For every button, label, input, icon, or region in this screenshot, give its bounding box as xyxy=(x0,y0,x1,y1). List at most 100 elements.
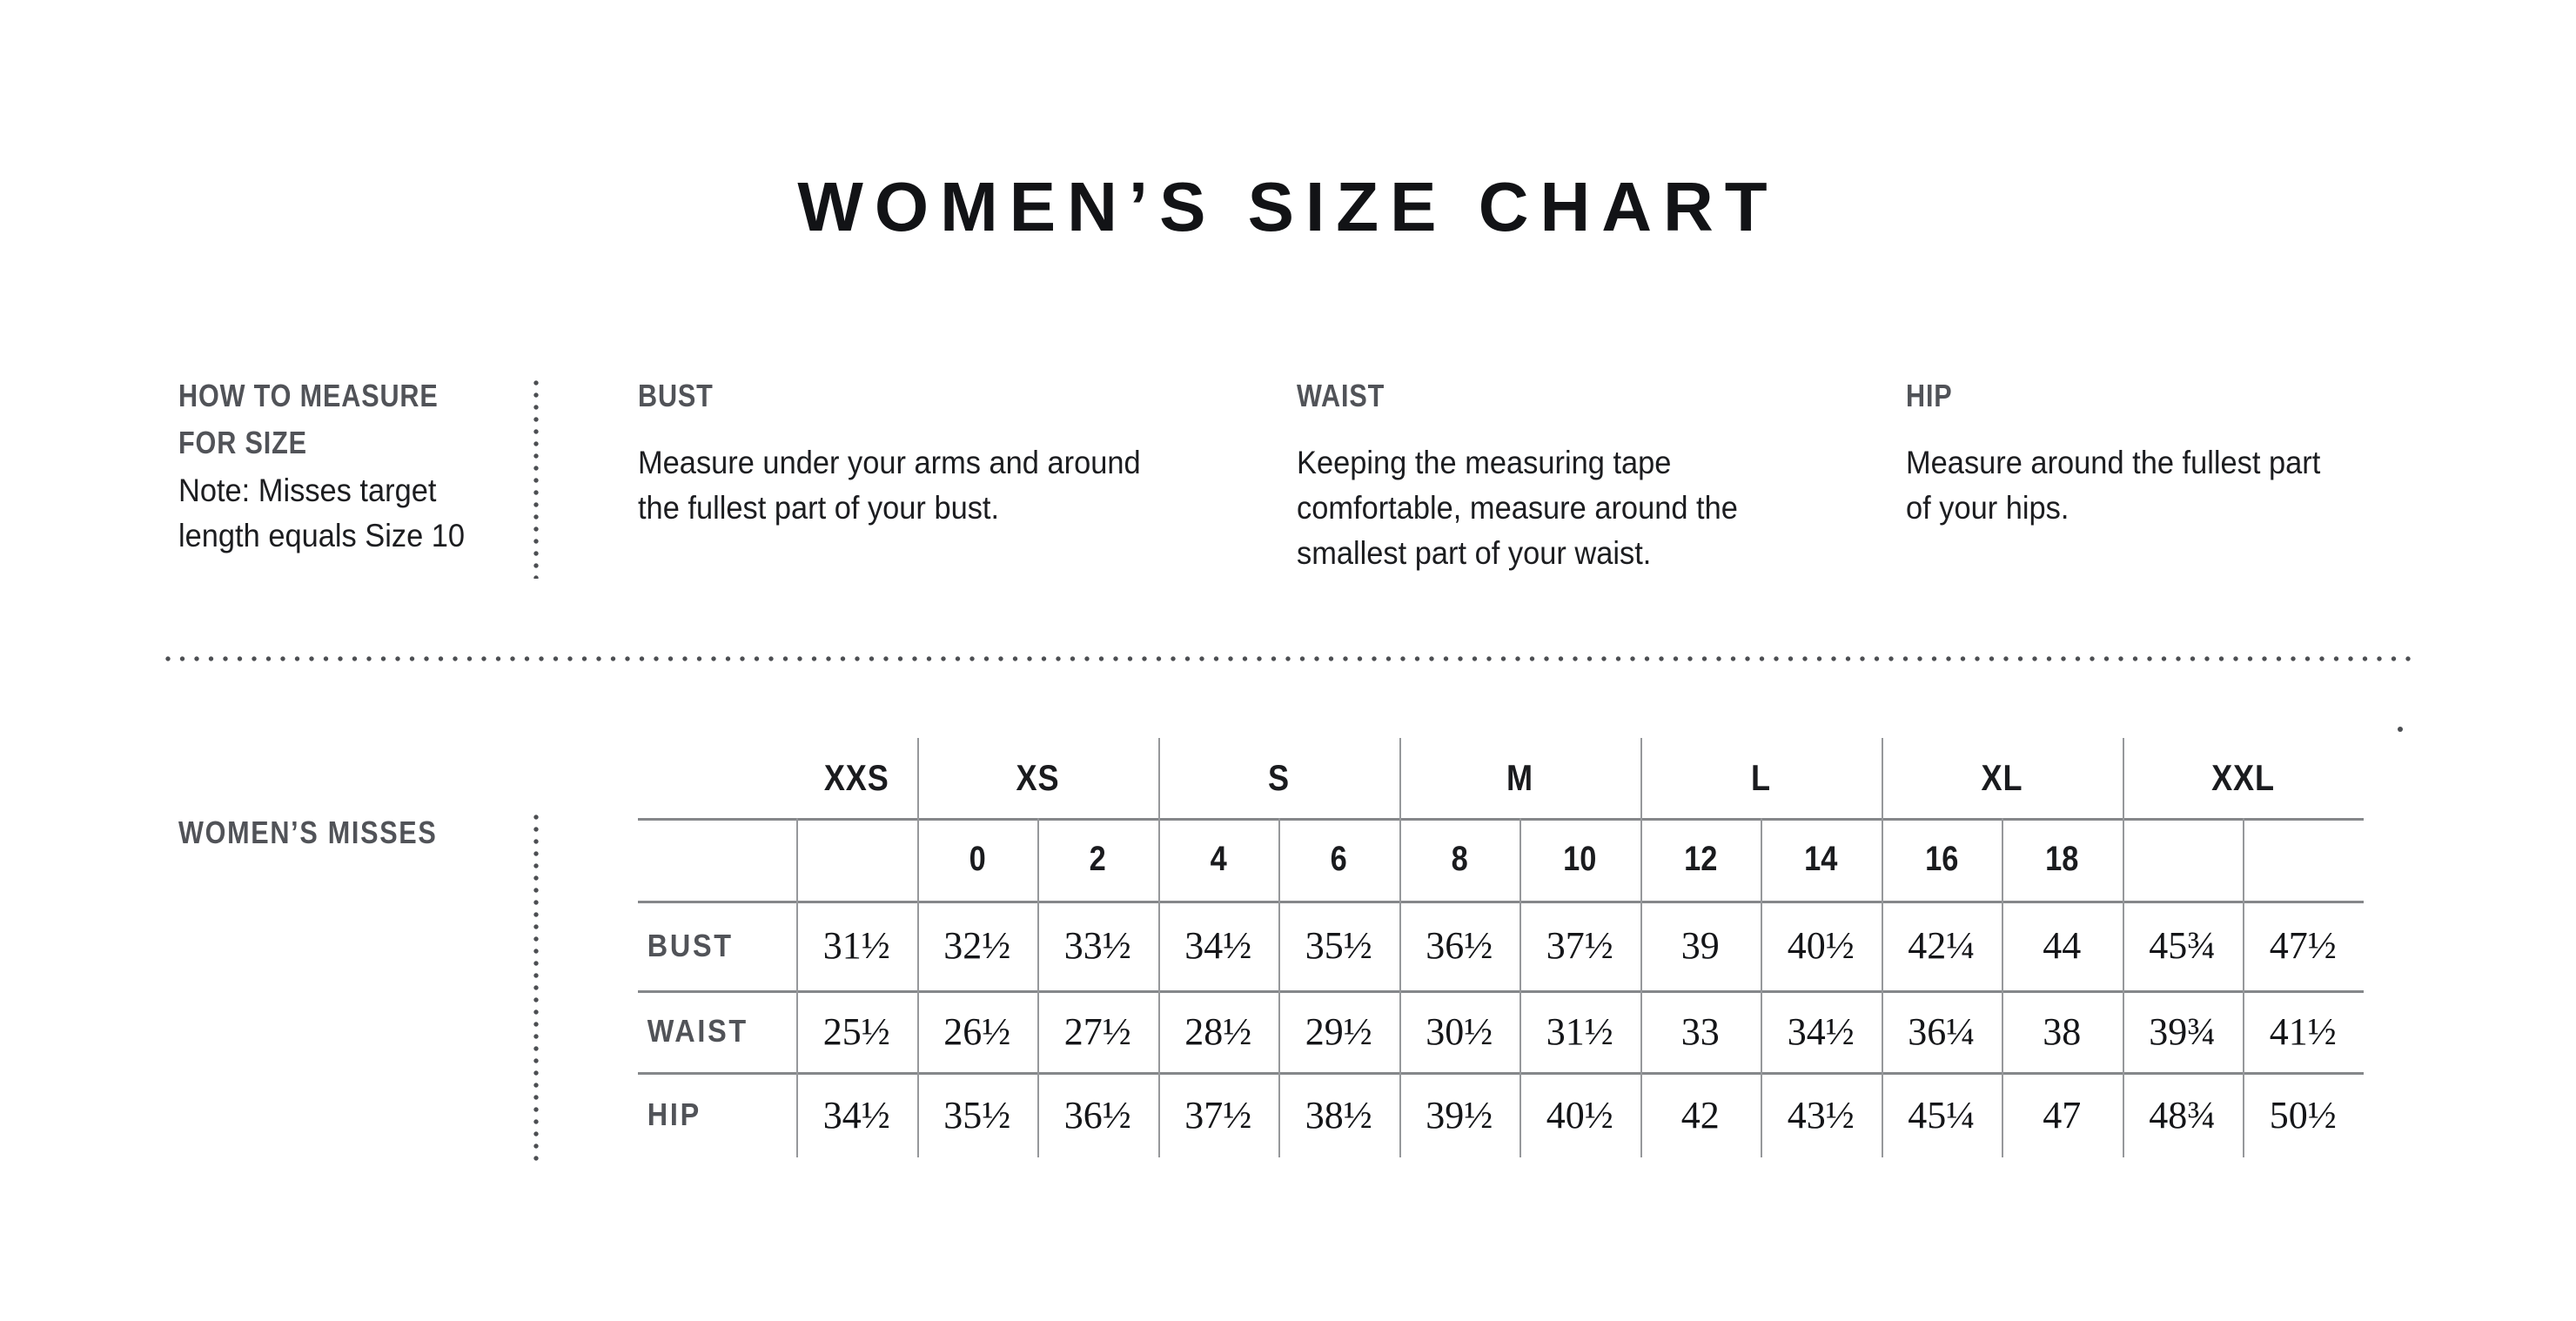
dotted-divider-vertical-table xyxy=(533,815,539,1166)
measurement-cell: 26½ xyxy=(943,1009,1011,1053)
measurement-cell: 48¾ xyxy=(2149,1093,2217,1137)
hip-guide-heading: HIP xyxy=(1906,378,1953,413)
measurement-cell: 39¾ xyxy=(2149,1009,2217,1053)
how-to-measure-heading: HOW TO MEASURE FOR SIZE xyxy=(178,372,440,466)
bust-guide-line-2: the fullest part of your bust. xyxy=(638,490,1000,526)
size-group-header-xxs: XXS xyxy=(823,757,889,798)
bust-guide-description: Measure under your arms and around the f… xyxy=(638,440,1178,531)
section-label-womens-misses: WOMEN’S MISSES xyxy=(178,815,438,850)
measurement-cell: 30½ xyxy=(1426,1009,1493,1053)
numeric-size-cell xyxy=(805,818,909,901)
numeric-size-cell: 6 xyxy=(1330,840,1347,878)
dotted-divider-horizontal xyxy=(165,656,2415,661)
measurement-cell: 33 xyxy=(1680,1009,1720,1053)
waist-guide-line-2: comfortable, measure around the xyxy=(1297,490,1738,526)
waist-guide-description: Keeping the measuring tape comfortable, … xyxy=(1297,440,1771,576)
table-divider xyxy=(1037,818,1039,1157)
row-label-waist: WAIST xyxy=(647,1013,748,1049)
measurement-cell: 47 xyxy=(2043,1093,2082,1137)
waist-guide-heading: WAIST xyxy=(1297,378,1385,413)
measurement-cell: 41½ xyxy=(2269,1009,2337,1053)
size-group-header-xs: XS xyxy=(1016,757,1059,798)
measurement-cell: 36¼ xyxy=(1908,1009,1976,1053)
measurement-cell: 36½ xyxy=(1426,924,1493,967)
measurement-cell: 47½ xyxy=(2269,924,2337,967)
measurement-cell: 28½ xyxy=(1184,1009,1252,1053)
numeric-size-cell: 4 xyxy=(1210,840,1227,878)
numeric-size-cell: 16 xyxy=(1924,840,1958,878)
waist-guide-line-1: Keeping the measuring tape xyxy=(1297,445,1672,480)
measurement-cell: 39 xyxy=(1680,924,1720,967)
misses-note: Note: Misses target length equals Size 1… xyxy=(178,468,486,559)
waist-guide-section: WAIST Keeping the measuring tape comfort… xyxy=(1297,372,1771,576)
bust-guide-line-1: Measure under your arms and around xyxy=(638,445,1141,480)
table-divider xyxy=(1157,738,1160,1157)
size-group-header-xxl: XXL xyxy=(2210,757,2275,798)
how-to-measure-heading-line-1: HOW TO MEASURE xyxy=(178,378,439,413)
measurement-cell: 27½ xyxy=(1063,1009,1131,1053)
misses-note-line-1: Note: Misses target xyxy=(178,473,437,508)
size-group-header-l: L xyxy=(1750,757,1771,798)
numeric-size-cell: 0 xyxy=(969,840,986,878)
numeric-size-cell: 8 xyxy=(1451,840,1468,878)
table-divider xyxy=(2122,738,2124,1157)
table-divider xyxy=(1519,818,1521,1157)
measurement-cell: 35½ xyxy=(1305,924,1372,967)
measurement-cell: 34½ xyxy=(822,1093,890,1137)
numeric-size-cell: 18 xyxy=(2045,840,2079,878)
measurement-cell: 45¼ xyxy=(1908,1093,1976,1137)
measurement-cell: 38 xyxy=(2043,1009,2082,1053)
table-divider xyxy=(638,1072,2364,1075)
table-divider xyxy=(1399,738,1401,1157)
measurement-cell: 44 xyxy=(2043,924,2082,967)
row-label-bust: BUST xyxy=(647,927,734,963)
table-divider xyxy=(638,818,2364,821)
dotted-divider-vertical-top xyxy=(533,380,539,579)
measurement-cell: 40½ xyxy=(1546,1093,1613,1137)
table-divider xyxy=(1278,818,1280,1157)
misses-note-line-2: length equals Size 10 xyxy=(178,518,466,553)
size-table: XXS XS S M L XL XXL 0 2 4 6 8 10 12 14 1… xyxy=(638,738,2364,1157)
table-divider xyxy=(638,901,2364,903)
numeric-size-cell xyxy=(2251,818,2355,901)
measurement-cell: 32½ xyxy=(943,924,1011,967)
size-group-header-s: S xyxy=(1267,757,1290,798)
table-divider xyxy=(2002,818,2003,1157)
table-divider xyxy=(1761,818,1762,1157)
hip-guide-line-2: of your hips. xyxy=(1906,490,2070,526)
bust-guide-section: BUST Measure under your arms and around … xyxy=(638,372,1178,531)
table-divider xyxy=(1881,738,1883,1157)
numeric-size-cell: 14 xyxy=(1804,840,1838,878)
measurement-cell: 37½ xyxy=(1184,1093,1252,1137)
measurement-cell: 42¼ xyxy=(1908,924,1976,967)
numeric-size-cell xyxy=(2130,818,2234,901)
numeric-size-cell: 10 xyxy=(1563,840,1597,878)
measurement-cell: 31½ xyxy=(822,924,890,967)
measurement-cell: 50½ xyxy=(2269,1093,2337,1137)
numeric-size-cell: 2 xyxy=(1089,840,1106,878)
how-to-measure-section: HOW TO MEASURE FOR SIZE Note: Misses tar… xyxy=(178,372,486,559)
table-divider xyxy=(916,738,919,1157)
row-label-hip: HIP xyxy=(647,1096,701,1132)
hip-guide-line-1: Measure around the fullest part xyxy=(1906,445,2321,480)
measurement-cell: 38½ xyxy=(1305,1093,1372,1137)
page-title: WOMEN’S SIZE CHART xyxy=(797,168,1779,245)
measurement-cell: 36½ xyxy=(1063,1093,1131,1137)
stray-dot xyxy=(2398,727,2403,732)
measurement-cell: 45¾ xyxy=(2149,924,2217,967)
measurement-cell: 29½ xyxy=(1305,1009,1372,1053)
measurement-cell: 31½ xyxy=(1546,1009,1613,1053)
measurement-cell: 43½ xyxy=(1787,1093,1855,1137)
measurement-cell: 42 xyxy=(1680,1093,1720,1137)
bust-guide-heading: BUST xyxy=(638,378,714,413)
table-divider xyxy=(638,990,2364,993)
table-divider xyxy=(796,818,798,1157)
measurement-cell: 35½ xyxy=(943,1093,1011,1137)
measurement-cell: 33½ xyxy=(1063,924,1131,967)
table-divider xyxy=(1640,738,1642,1157)
waist-guide-line-3: smallest part of your waist. xyxy=(1297,535,1652,571)
measurement-cell: 37½ xyxy=(1546,924,1613,967)
measurement-cell: 34½ xyxy=(1787,1009,1855,1053)
numeric-size-cell: 12 xyxy=(1683,840,1717,878)
how-to-measure-heading-line-2: FOR SIZE xyxy=(178,425,307,460)
